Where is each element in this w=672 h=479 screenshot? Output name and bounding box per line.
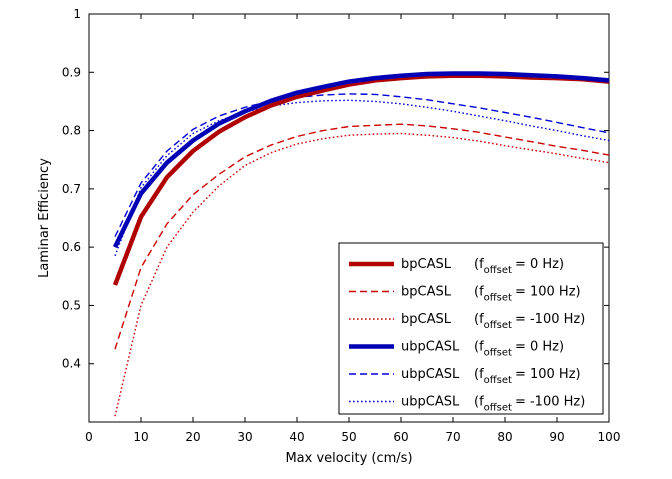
legend-series-name: bpCASL (401, 257, 452, 272)
legend-subscript: offset (484, 348, 512, 359)
x-tick-label: 100 (598, 430, 621, 444)
legend-series-name: bpCASL (401, 312, 452, 327)
legend-paren-prefix: (f (474, 312, 484, 327)
y-tick-label: 0.6 (62, 240, 81, 254)
series-line-bpcasl-thick (112, 73, 610, 286)
x-tick-label: 30 (237, 430, 252, 444)
legend-offset-value: = 100 Hz (515, 367, 576, 382)
series-line-ubpcasl-dotted (114, 99, 610, 257)
y-axis-tick-labels: 0.4 0.5 0.6 0.7 0.8 0.9 1 (62, 7, 81, 371)
series-line-bpcasl-dotted (114, 132, 610, 417)
legend-offset-label: (foffset = 0 Hz) (474, 340, 564, 359)
y-tick-label: 0.8 (62, 124, 81, 138)
legend-paren-prefix: (f (474, 285, 484, 300)
legend-subscript: offset (484, 403, 512, 414)
series-line-bpcasl-dashed (114, 123, 610, 350)
x-tick-label: 70 (445, 430, 460, 444)
y-tick-label: 0.4 (62, 357, 81, 371)
series-line-ubpcasl-dashed (114, 93, 610, 238)
legend-paren-prefix: (f (474, 340, 484, 355)
y-tick-label: 0.9 (62, 65, 81, 79)
x-axis-title: Max velocity (cm/s) (285, 451, 412, 466)
y-axis-title: Laminar Efficiency (37, 158, 52, 278)
legend-offset-value: = 0 Hz (515, 340, 559, 355)
legend-offset-value: = -100 Hz (515, 395, 580, 410)
legend-subscript: offset (484, 293, 512, 304)
legend-offset-label: (foffset = 0 Hz) (474, 257, 564, 276)
legend-paren-suffix: ) (576, 285, 581, 300)
x-tick-label: 50 (341, 430, 356, 444)
legend-series-name: bpCASL (401, 285, 452, 300)
x-tick-label: 0 (85, 430, 93, 444)
legend-series-name: ubpCASL (401, 395, 460, 410)
legend-offset-label: (foffset = 100 Hz) (474, 285, 581, 304)
legend-offset-value: = 0 Hz (515, 257, 559, 272)
legend-series-name: ubpCASL (401, 340, 460, 355)
legend-offset-label: (foffset = -100 Hz) (474, 312, 585, 331)
x-tick-label: 80 (497, 430, 512, 444)
series-line-ubpcasl-thick (112, 71, 610, 249)
legend-offset-value: = -100 Hz (515, 312, 580, 327)
legend-paren-suffix: ) (580, 312, 585, 327)
x-axis-tick-labels: 0 10 20 30 40 50 60 70 80 90 100 (85, 430, 620, 444)
x-tick-label: 40 (289, 430, 304, 444)
legend-subscript: offset (484, 320, 512, 331)
legend-paren-prefix: (f (474, 257, 484, 272)
y-tick-label: 0.5 (62, 298, 81, 312)
x-tick-label: 60 (393, 430, 408, 444)
legend-paren-suffix: ) (559, 340, 564, 355)
legend-paren-prefix: (f (474, 367, 484, 382)
legend-offset-label: (foffset = 100 Hz) (474, 367, 581, 386)
legend-paren-suffix: ) (580, 395, 585, 410)
y-tick-label: 1 (73, 7, 81, 21)
legend: bpCASL (foffset = 0 Hz)bpCASL (foffset = 100… (338, 242, 604, 415)
legend-offset-label: (foffset = -100 Hz) (474, 395, 585, 414)
x-tick-label: 90 (549, 430, 564, 444)
legend-paren-suffix: ) (576, 367, 581, 382)
legend-offset-value: = 100 Hz (515, 285, 576, 300)
legend-series-name: ubpCASL (401, 367, 460, 382)
legend-paren-suffix: ) (559, 257, 564, 272)
legend-paren-prefix: (f (474, 395, 484, 410)
x-tick-label: 20 (185, 430, 200, 444)
legend-subscript: offset (484, 375, 512, 386)
series-layer (112, 71, 610, 417)
legend-subscript: offset (484, 265, 512, 276)
x-tick-label: 10 (133, 430, 148, 444)
tick-layer (88, 13, 610, 422)
y-tick-label: 0.7 (62, 182, 81, 196)
legend-box (338, 242, 604, 415)
